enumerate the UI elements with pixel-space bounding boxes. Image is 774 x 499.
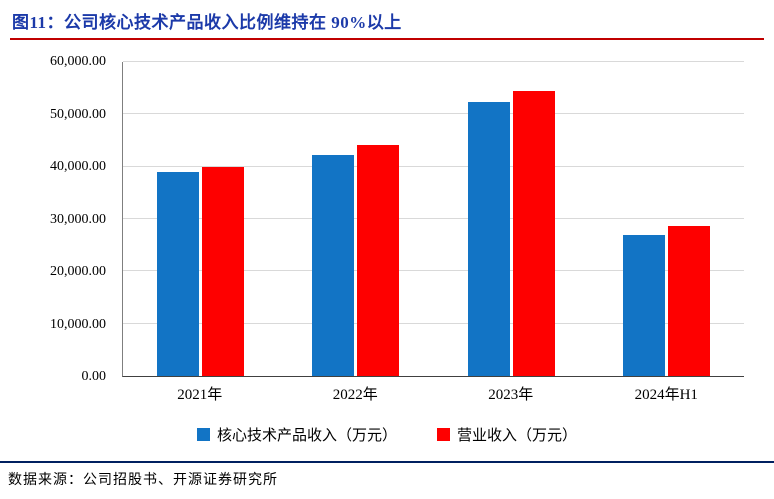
gridline <box>123 165 744 167</box>
gridline <box>123 270 744 272</box>
bar <box>467 102 510 376</box>
y-tick-label: 30,000.00 <box>50 211 106 227</box>
footer-rule <box>0 461 774 463</box>
chart-title: 图11：公司核心技术产品收入比例维持在 90%以上 <box>12 13 402 32</box>
bar <box>202 166 245 376</box>
y-tick-label: 20,000.00 <box>50 264 106 279</box>
bar <box>512 90 555 376</box>
bar <box>622 235 665 376</box>
title-underline-rule <box>10 38 764 40</box>
gridline <box>123 113 744 115</box>
gridline <box>123 218 744 219</box>
bar-group <box>589 62 744 376</box>
legend-item: 营业收入（万元） <box>437 424 577 445</box>
y-tick-label: 50,000.00 <box>50 106 106 122</box>
plot-area <box>122 61 744 377</box>
legend-label: 核心技术产品收入（万元） <box>216 428 397 444</box>
bar-group <box>434 62 589 376</box>
bar <box>157 171 200 376</box>
x-tick-label: 2024年H1 <box>634 387 698 403</box>
legend-swatch <box>196 428 210 441</box>
bar <box>667 225 710 376</box>
data-source-note: 数据来源：公司招股书、开源证券研究所 <box>8 473 278 488</box>
bar-group <box>123 62 278 376</box>
x-axis-labels: 2021年 2022年 2023年 2024年H1 <box>122 383 744 404</box>
gridline <box>123 322 744 324</box>
gridline <box>123 61 744 62</box>
y-tick-label: 10,000.00 <box>50 316 106 332</box>
legend-item: 核心技术产品收入（万元） <box>196 424 397 445</box>
legend-label: 营业收入（万元） <box>457 428 578 444</box>
bar-group <box>278 62 433 376</box>
chart-legend: 核心技术产品收入（万元） 营业收入（万元） <box>10 424 764 445</box>
x-tick-label: 2023年 <box>488 387 534 403</box>
y-tick-label: 60,000.00 <box>50 54 106 69</box>
legend-swatch <box>437 428 450 441</box>
bar <box>357 144 400 376</box>
bar-chart: 0.00 10,000.00 20,000.00 30,000.00 40,000.00… <box>10 54 764 410</box>
y-axis-labels: 0.00 10,000.00 20,000.00 30,000.00 40,000.00… <box>10 54 114 384</box>
x-tick-label: 2021年 <box>177 387 223 403</box>
bar <box>312 154 355 376</box>
y-tick-label: 0.00 <box>81 369 107 384</box>
x-tick-label: 2022年 <box>332 387 378 403</box>
y-tick-label: 40,000.00 <box>50 159 106 174</box>
